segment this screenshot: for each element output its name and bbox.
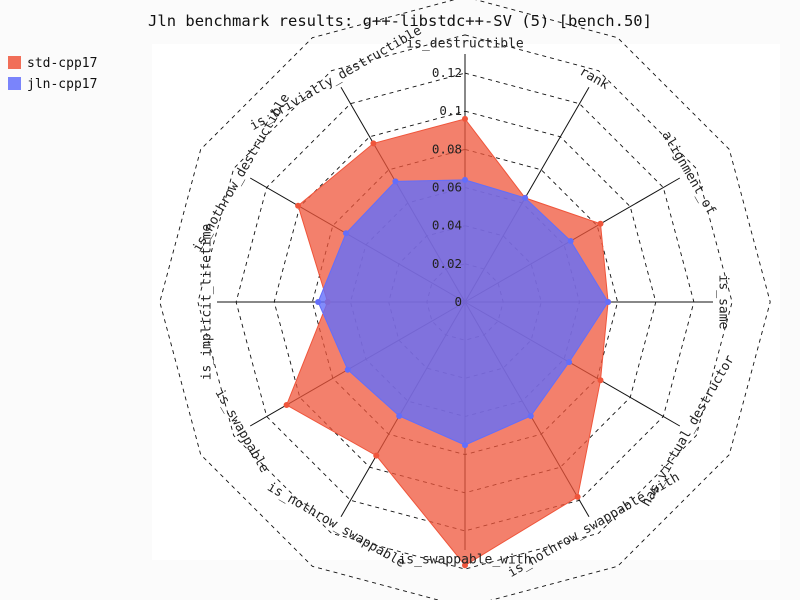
- data-point-std-cpp17-is_destructible[interactable]: [462, 115, 468, 122]
- data-point-jln-cpp17-is_trivially_destructible[interactable]: [392, 178, 399, 185]
- data-point-jln-cpp17-is_implicit_lifetime[interactable]: [315, 299, 322, 305]
- grid-ring: [159, 0, 771, 600]
- data-point-std-cpp17-is_trivially_destructible[interactable]: [370, 140, 377, 147]
- category-label-is_implicit_lifetime: is_implicit_lifetime: [200, 224, 215, 381]
- data-point-std-cpp17-alignment_of[interactable]: [597, 220, 604, 227]
- data-point-jln-cpp17-rank[interactable]: [522, 194, 529, 201]
- data-point-jln-cpp17-is_nothrow_swappable_with[interactable]: [527, 413, 534, 419]
- radial-tick-label: 0: [454, 294, 462, 309]
- data-point-jln-cpp17-is_destructible[interactable]: [462, 176, 468, 183]
- legend-label-std-cpp17: std-cpp17: [27, 56, 97, 71]
- legend-label-jln-cpp17: jln-cpp17: [27, 77, 97, 92]
- data-point-jln-cpp17-is_same[interactable]: [605, 299, 612, 305]
- legend: std-cpp17 jln-cpp17: [8, 56, 97, 92]
- data-point-jln-cpp17-is_nothrow_swappable[interactable]: [396, 413, 403, 419]
- data-point-jln-cpp17-is_swappable[interactable]: [344, 366, 351, 373]
- chart-title: Jln benchmark results: g++-libstdc++-SV …: [148, 12, 652, 30]
- radial-tick-label: 0.12: [432, 65, 462, 80]
- radial-tick-label: 0.04: [432, 218, 462, 233]
- radial-tick-layer: 0 0.02 0.04 0.06 0.08 0.1 0.12: [432, 65, 462, 309]
- legend-swatch-jln-cpp17: [8, 77, 21, 90]
- data-point-jln-cpp17-has_virtual_destructor[interactable]: [566, 359, 573, 366]
- data-point-jln-cpp17-is_nothrow_destructible[interactable]: [343, 230, 349, 237]
- data-point-jln-cpp17-is_swappable_with[interactable]: [462, 442, 468, 449]
- data-point-std-cpp17-is_swappable_with[interactable]: [462, 562, 468, 569]
- category-label-is_swappable_with: is_swappable_with: [398, 553, 531, 568]
- data-point-std-cpp17-is_nothrow_swappable[interactable]: [373, 452, 380, 459]
- category-label-is_same: is_same: [716, 275, 731, 330]
- radial-tick-label: 0.08: [432, 141, 462, 156]
- series-layer: [283, 115, 612, 569]
- legend-swatch-std-cpp17: [8, 56, 21, 69]
- data-point-std-cpp17-is_swappable[interactable]: [283, 402, 290, 408]
- data-point-jln-cpp17-alignment_of[interactable]: [567, 238, 574, 244]
- data-point-std-cpp17-is_nothrow_destructible[interactable]: [295, 202, 302, 209]
- radial-tick-label: 0.02: [432, 256, 462, 271]
- radial-tick-label: 0.06: [432, 180, 462, 195]
- category-label-is_destructible: is_destructible: [406, 37, 524, 52]
- data-point-std-cpp17-is_nothrow_swappable_with[interactable]: [574, 493, 581, 500]
- radial-tick-label: 0.1: [439, 103, 462, 118]
- data-point-std-cpp17-has_virtual_destructor[interactable]: [597, 377, 604, 384]
